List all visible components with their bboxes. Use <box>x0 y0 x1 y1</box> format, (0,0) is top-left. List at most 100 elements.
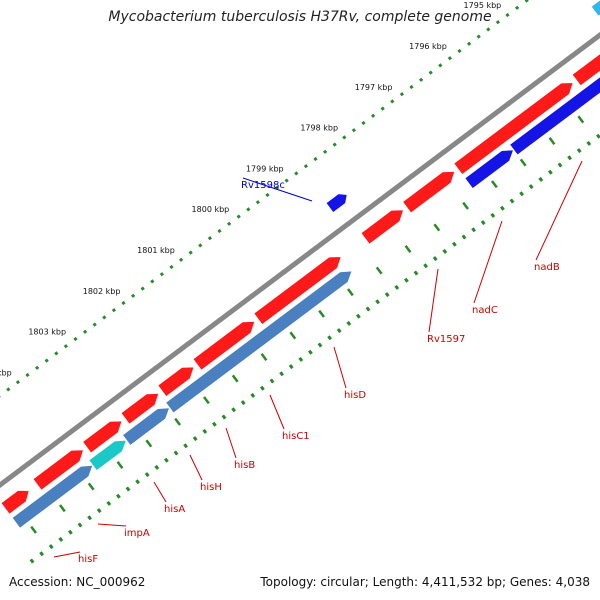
outer-tick <box>15 380 20 385</box>
backbone-layer <box>0 31 600 489</box>
inner-tick <box>125 486 131 492</box>
outer-tick <box>265 192 270 198</box>
major-tick <box>87 482 95 491</box>
major-tick <box>231 374 239 383</box>
outer-tick <box>419 77 424 82</box>
major-tick <box>289 331 297 340</box>
inner-tick <box>519 191 524 197</box>
forward-gene-arrow <box>157 366 195 398</box>
outer-tick <box>178 257 184 262</box>
inner-tick <box>48 544 54 550</box>
outer-tick <box>130 293 136 298</box>
inner-tick <box>548 169 553 175</box>
major-tick <box>346 288 354 297</box>
major-tick <box>59 504 66 513</box>
outer-tick <box>380 106 385 111</box>
inner-tick <box>29 558 35 564</box>
outer-tick <box>438 63 443 68</box>
inner-tick <box>96 508 102 514</box>
leader-line <box>428 268 439 333</box>
major-tick <box>260 353 268 361</box>
outer-tick <box>159 272 165 277</box>
inner-tick <box>77 522 83 528</box>
reverse-gene-arrow <box>464 149 515 190</box>
forward-gene-arrow <box>0 489 30 515</box>
inner-tick <box>394 284 400 290</box>
outer-tick <box>447 56 452 61</box>
forward-gene-arrow <box>32 449 85 491</box>
inner-tick <box>260 385 265 391</box>
major-tick <box>174 417 181 426</box>
outer-tick <box>275 185 280 190</box>
outer-tick <box>428 70 433 75</box>
gene-label-Rv1597: Rv1597 <box>427 334 465 345</box>
backbone-line <box>0 31 600 489</box>
inner-tick <box>538 176 544 182</box>
outer-tick <box>236 214 241 219</box>
inner-tick <box>317 342 323 348</box>
kbp-tick-label: 1795 kbp <box>464 1 502 10</box>
forward-gene-arrow <box>402 170 456 214</box>
inner-tick <box>67 529 73 535</box>
major-tick <box>375 266 383 275</box>
inner-tick <box>164 457 169 463</box>
outer-tick <box>399 92 404 97</box>
inner-tick <box>480 220 486 226</box>
inner-tick <box>375 299 380 305</box>
inner-tick <box>192 436 198 442</box>
forward-gene-arrow <box>192 320 256 371</box>
inner-tick <box>336 328 342 334</box>
inner-tick <box>144 472 150 478</box>
inner-tick <box>586 140 592 146</box>
leader-line <box>153 481 167 503</box>
gene-label-hisF: hisF <box>78 554 98 565</box>
leader-line <box>189 454 203 481</box>
outer-tick <box>409 84 414 90</box>
gene-label-hisC1: hisC1 <box>282 431 310 442</box>
outer-tick <box>246 207 251 212</box>
inner-tick <box>298 356 304 362</box>
outer-tick <box>515 5 520 10</box>
inner-tick <box>452 241 457 247</box>
outer-tick <box>476 34 481 39</box>
inner-tick <box>413 270 419 276</box>
leader-line <box>225 427 237 459</box>
outer-tick <box>54 351 59 356</box>
inner-tick <box>250 392 256 398</box>
inner-tick <box>490 212 496 218</box>
outer-tick <box>92 322 97 327</box>
inner-tick <box>471 227 476 233</box>
leader-line <box>535 160 583 261</box>
outer-tick <box>217 228 222 234</box>
major-tick <box>490 180 498 189</box>
outer-tick <box>226 221 232 226</box>
forward-gene-arrow <box>120 392 160 425</box>
inner-tick <box>106 500 112 506</box>
outer-tick <box>361 120 366 126</box>
outer-tick <box>371 113 376 118</box>
inner-tick <box>365 306 371 312</box>
outer-tick <box>207 236 213 241</box>
inner-tick <box>87 515 93 521</box>
outer-tick <box>169 264 174 270</box>
inner-tick <box>58 536 64 542</box>
accession-text: Accession: NC_000962 <box>9 575 146 589</box>
inner-tick <box>500 205 505 211</box>
gene-label-nadB: nadB <box>534 262 560 273</box>
outer-tick <box>25 372 30 378</box>
inner-tick <box>240 400 246 406</box>
outer-tick <box>121 300 126 306</box>
outer-tick <box>111 308 117 313</box>
outer-tick <box>505 12 510 18</box>
inner-tick <box>346 320 352 326</box>
leader-line <box>473 220 503 304</box>
inner-tick <box>404 277 409 283</box>
inner-tick <box>308 349 313 355</box>
inner-tick <box>432 256 438 262</box>
inner-tick <box>596 133 600 139</box>
tick-layer <box>0 0 600 564</box>
outer-tick <box>486 27 491 32</box>
kbp-tick-label: 1799 kbp <box>246 164 284 173</box>
forward-gene-arrow <box>453 82 574 176</box>
